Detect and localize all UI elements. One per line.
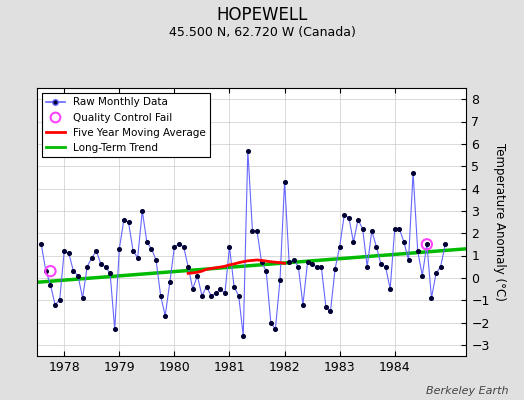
Point bbox=[64, 250, 73, 256]
Point bbox=[257, 259, 266, 266]
Point bbox=[83, 264, 91, 270]
Point bbox=[138, 208, 147, 214]
Point bbox=[349, 239, 357, 245]
Point bbox=[372, 243, 380, 250]
Point bbox=[441, 241, 450, 248]
Point bbox=[390, 226, 399, 232]
Point bbox=[161, 313, 169, 319]
Point bbox=[405, 257, 413, 263]
Point bbox=[235, 292, 243, 299]
Point bbox=[345, 214, 353, 221]
Point bbox=[386, 286, 395, 292]
Point bbox=[88, 254, 96, 261]
Point bbox=[363, 264, 372, 270]
Point bbox=[322, 304, 330, 310]
Point bbox=[207, 292, 215, 299]
Point bbox=[280, 178, 289, 185]
Point bbox=[101, 264, 110, 270]
Point bbox=[395, 226, 403, 232]
Point bbox=[60, 248, 69, 254]
Point bbox=[170, 243, 179, 250]
Text: 45.500 N, 62.720 W (Canada): 45.500 N, 62.720 W (Canada) bbox=[169, 26, 355, 39]
Point bbox=[290, 257, 298, 263]
Point bbox=[42, 268, 50, 274]
Point bbox=[248, 228, 257, 234]
Text: HOPEWELL: HOPEWELL bbox=[216, 6, 308, 24]
Point bbox=[299, 302, 307, 308]
Point bbox=[271, 326, 280, 332]
Point bbox=[74, 272, 82, 279]
Point bbox=[134, 254, 142, 261]
Point bbox=[418, 272, 427, 279]
Y-axis label: Temperature Anomaly (°C): Temperature Anomaly (°C) bbox=[493, 143, 506, 301]
Point bbox=[358, 226, 367, 232]
Point bbox=[202, 284, 211, 290]
Point bbox=[97, 261, 105, 268]
Point bbox=[413, 248, 422, 254]
Point bbox=[216, 286, 224, 292]
Point bbox=[46, 268, 54, 274]
Point bbox=[152, 257, 160, 263]
Point bbox=[432, 270, 440, 276]
Point bbox=[308, 261, 316, 268]
Point bbox=[423, 241, 431, 248]
Point bbox=[312, 264, 321, 270]
Point bbox=[189, 286, 197, 292]
Point bbox=[294, 264, 302, 270]
Point bbox=[427, 295, 435, 301]
Point bbox=[198, 292, 206, 299]
Point bbox=[381, 264, 390, 270]
Point bbox=[56, 297, 64, 303]
Point bbox=[119, 216, 128, 223]
Point bbox=[436, 264, 445, 270]
Point bbox=[193, 272, 202, 279]
Point bbox=[175, 241, 183, 248]
Point bbox=[303, 259, 312, 266]
Point bbox=[129, 248, 137, 254]
Point bbox=[326, 308, 335, 314]
Point bbox=[92, 248, 101, 254]
Point bbox=[253, 228, 261, 234]
Point bbox=[317, 264, 325, 270]
Point bbox=[157, 292, 165, 299]
Point bbox=[377, 261, 385, 268]
Point bbox=[354, 216, 362, 223]
Point bbox=[285, 259, 293, 266]
Legend: Raw Monthly Data, Quality Control Fail, Five Year Moving Average, Long-Term Tren: Raw Monthly Data, Quality Control Fail, … bbox=[42, 93, 210, 157]
Point bbox=[239, 333, 247, 339]
Point bbox=[166, 279, 174, 286]
Point bbox=[409, 170, 417, 176]
Point bbox=[212, 290, 220, 297]
Point bbox=[184, 264, 192, 270]
Point bbox=[331, 266, 339, 272]
Point bbox=[335, 243, 344, 250]
Point bbox=[147, 246, 156, 252]
Point bbox=[46, 281, 54, 288]
Point bbox=[267, 319, 275, 326]
Point bbox=[340, 212, 348, 218]
Point bbox=[400, 239, 408, 245]
Point bbox=[37, 241, 46, 248]
Point bbox=[179, 243, 188, 250]
Point bbox=[79, 295, 87, 301]
Point bbox=[106, 270, 114, 276]
Point bbox=[225, 243, 234, 250]
Point bbox=[69, 268, 78, 274]
Point bbox=[124, 219, 133, 225]
Point bbox=[111, 326, 119, 332]
Point bbox=[423, 241, 431, 248]
Point bbox=[221, 290, 229, 297]
Point bbox=[244, 147, 252, 154]
Text: Berkeley Earth: Berkeley Earth bbox=[426, 386, 508, 396]
Point bbox=[367, 228, 376, 234]
Point bbox=[115, 246, 124, 252]
Point bbox=[51, 302, 59, 308]
Point bbox=[262, 268, 270, 274]
Point bbox=[276, 277, 284, 283]
Point bbox=[230, 284, 238, 290]
Point bbox=[143, 239, 151, 245]
